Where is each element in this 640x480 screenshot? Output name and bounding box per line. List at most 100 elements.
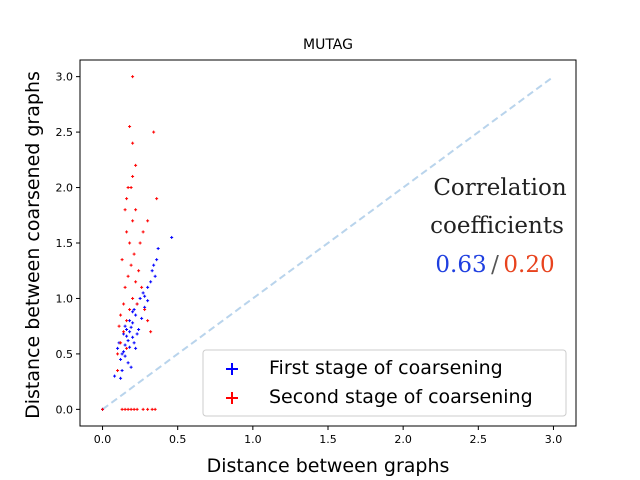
second-stage-point bbox=[132, 252, 136, 256]
second-stage-point bbox=[140, 285, 144, 289]
second-stage-point bbox=[129, 407, 133, 411]
x-tick-label: 2.5 bbox=[470, 433, 488, 446]
legend-label-first-stage: First stage of coarsening bbox=[269, 357, 503, 379]
second-stage-point bbox=[135, 407, 139, 411]
second-stage-point bbox=[126, 274, 130, 278]
first-stage-point bbox=[116, 346, 120, 350]
y-tick-label: 1.5 bbox=[56, 237, 74, 250]
x-axis-label: Distance between graphs bbox=[207, 455, 450, 477]
annotation-line-coefficients: coefficients bbox=[430, 213, 564, 239]
second-stage-point bbox=[143, 308, 147, 312]
first-stage-point bbox=[141, 291, 145, 295]
first-stage-point bbox=[155, 258, 159, 262]
second-stage-point bbox=[146, 407, 150, 411]
y-tick-label: 0.0 bbox=[56, 403, 74, 416]
x-axis-ticks: 0.0 0.5 1.0 1.5 2.0 2.5 3.0 bbox=[94, 426, 562, 446]
first-stage-point bbox=[146, 299, 150, 303]
second-stage-point bbox=[119, 313, 123, 317]
second-stage-point bbox=[141, 407, 145, 411]
x-tick-label: 3.0 bbox=[545, 433, 563, 446]
first-stage-point bbox=[128, 319, 132, 323]
legend-label-second-stage: Second stage of coarsening bbox=[269, 386, 533, 408]
first-stage-point bbox=[120, 369, 124, 373]
chart-title: MUTAG bbox=[303, 37, 353, 53]
second-stage-point bbox=[128, 308, 132, 312]
second-stage-point bbox=[141, 230, 145, 234]
first-stage-point bbox=[150, 269, 154, 273]
second-stage-points bbox=[101, 75, 159, 411]
first-stage-point bbox=[138, 296, 142, 300]
first-stage-point bbox=[146, 285, 150, 289]
second-stage-point bbox=[134, 208, 138, 212]
annotation-line-correlation: Correlation bbox=[433, 175, 567, 201]
y-tick-label: 0.5 bbox=[56, 348, 74, 361]
first-stage-point bbox=[152, 263, 156, 267]
y-axis-ticks: 0.0 0.5 1.0 1.5 2.0 2.5 3.0 bbox=[56, 71, 80, 416]
second-stage-point bbox=[149, 330, 153, 334]
second-stage-point bbox=[131, 141, 135, 145]
first-stage-point bbox=[132, 308, 136, 312]
second-stage-point bbox=[117, 324, 121, 328]
y-tick-label: 2.5 bbox=[56, 126, 74, 139]
first-stage-point bbox=[149, 280, 153, 284]
second-stage-point bbox=[120, 407, 124, 411]
plot-area bbox=[79, 59, 577, 427]
first-stage-point bbox=[134, 346, 138, 350]
second-stage-point bbox=[116, 369, 120, 373]
second-stage-point bbox=[123, 407, 127, 411]
first-stage-point bbox=[131, 310, 135, 314]
first-stage-point bbox=[126, 361, 130, 365]
first-stage-point bbox=[119, 357, 123, 361]
second-stage-point bbox=[120, 258, 124, 262]
first-stage-point bbox=[128, 345, 132, 349]
second-stage-point bbox=[129, 186, 133, 190]
first-stage-point bbox=[126, 339, 130, 343]
y-tick-label: 2.0 bbox=[56, 182, 74, 195]
first-stage-point bbox=[137, 328, 141, 332]
y-tick-label: 1.0 bbox=[56, 292, 74, 305]
second-stage-point bbox=[126, 186, 130, 190]
first-stage-point bbox=[119, 376, 123, 380]
first-stage-point bbox=[140, 316, 144, 320]
first-stage-point bbox=[135, 332, 139, 336]
first-stage-point bbox=[122, 350, 126, 354]
legend-marker-first-stage bbox=[226, 363, 238, 375]
first-stage-point bbox=[134, 313, 138, 317]
first-stage-point bbox=[113, 374, 117, 378]
first-stage-point bbox=[128, 330, 132, 334]
second-stage-point bbox=[155, 197, 159, 201]
second-stage-point bbox=[134, 163, 138, 167]
first-stage-point bbox=[129, 325, 133, 329]
second-stage-point bbox=[126, 407, 130, 411]
first-stage-point bbox=[123, 354, 127, 358]
y-axis-label: Distance between coarsened graphs bbox=[22, 71, 44, 419]
first-stage-point bbox=[153, 274, 157, 278]
second-stage-point bbox=[122, 330, 126, 334]
second-stage-point bbox=[125, 197, 129, 201]
second-stage-point bbox=[131, 174, 135, 178]
first-stage-point bbox=[123, 324, 127, 328]
second-stage-point bbox=[135, 302, 139, 306]
second-stage-point bbox=[131, 219, 135, 223]
first-stage-point bbox=[129, 365, 133, 369]
second-stage-point bbox=[125, 319, 129, 323]
second-stage-point bbox=[119, 341, 123, 345]
legend: First stage of coarsening Second stage o… bbox=[202, 349, 567, 417]
second-stage-point bbox=[128, 241, 132, 245]
identity-reference-line bbox=[101, 75, 555, 411]
first-stage-point bbox=[125, 328, 129, 332]
second-stage-point bbox=[122, 302, 126, 306]
second-stage-point bbox=[125, 230, 129, 234]
second-stage-point bbox=[132, 407, 136, 411]
first-stage-point bbox=[132, 341, 136, 345]
x-tick-label: 0.0 bbox=[94, 433, 112, 446]
x-tick-label: 2.0 bbox=[394, 433, 412, 446]
first-stage-point bbox=[143, 294, 147, 298]
first-stage-point bbox=[131, 335, 135, 339]
correlation-annotation: Correlation coefficients 0.63 / 0.20 bbox=[430, 175, 567, 278]
legend-marker-second-stage bbox=[226, 392, 238, 404]
correlation-first-value: 0.63 bbox=[435, 252, 486, 278]
second-stage-point bbox=[128, 125, 132, 129]
second-stage-point bbox=[137, 269, 141, 273]
